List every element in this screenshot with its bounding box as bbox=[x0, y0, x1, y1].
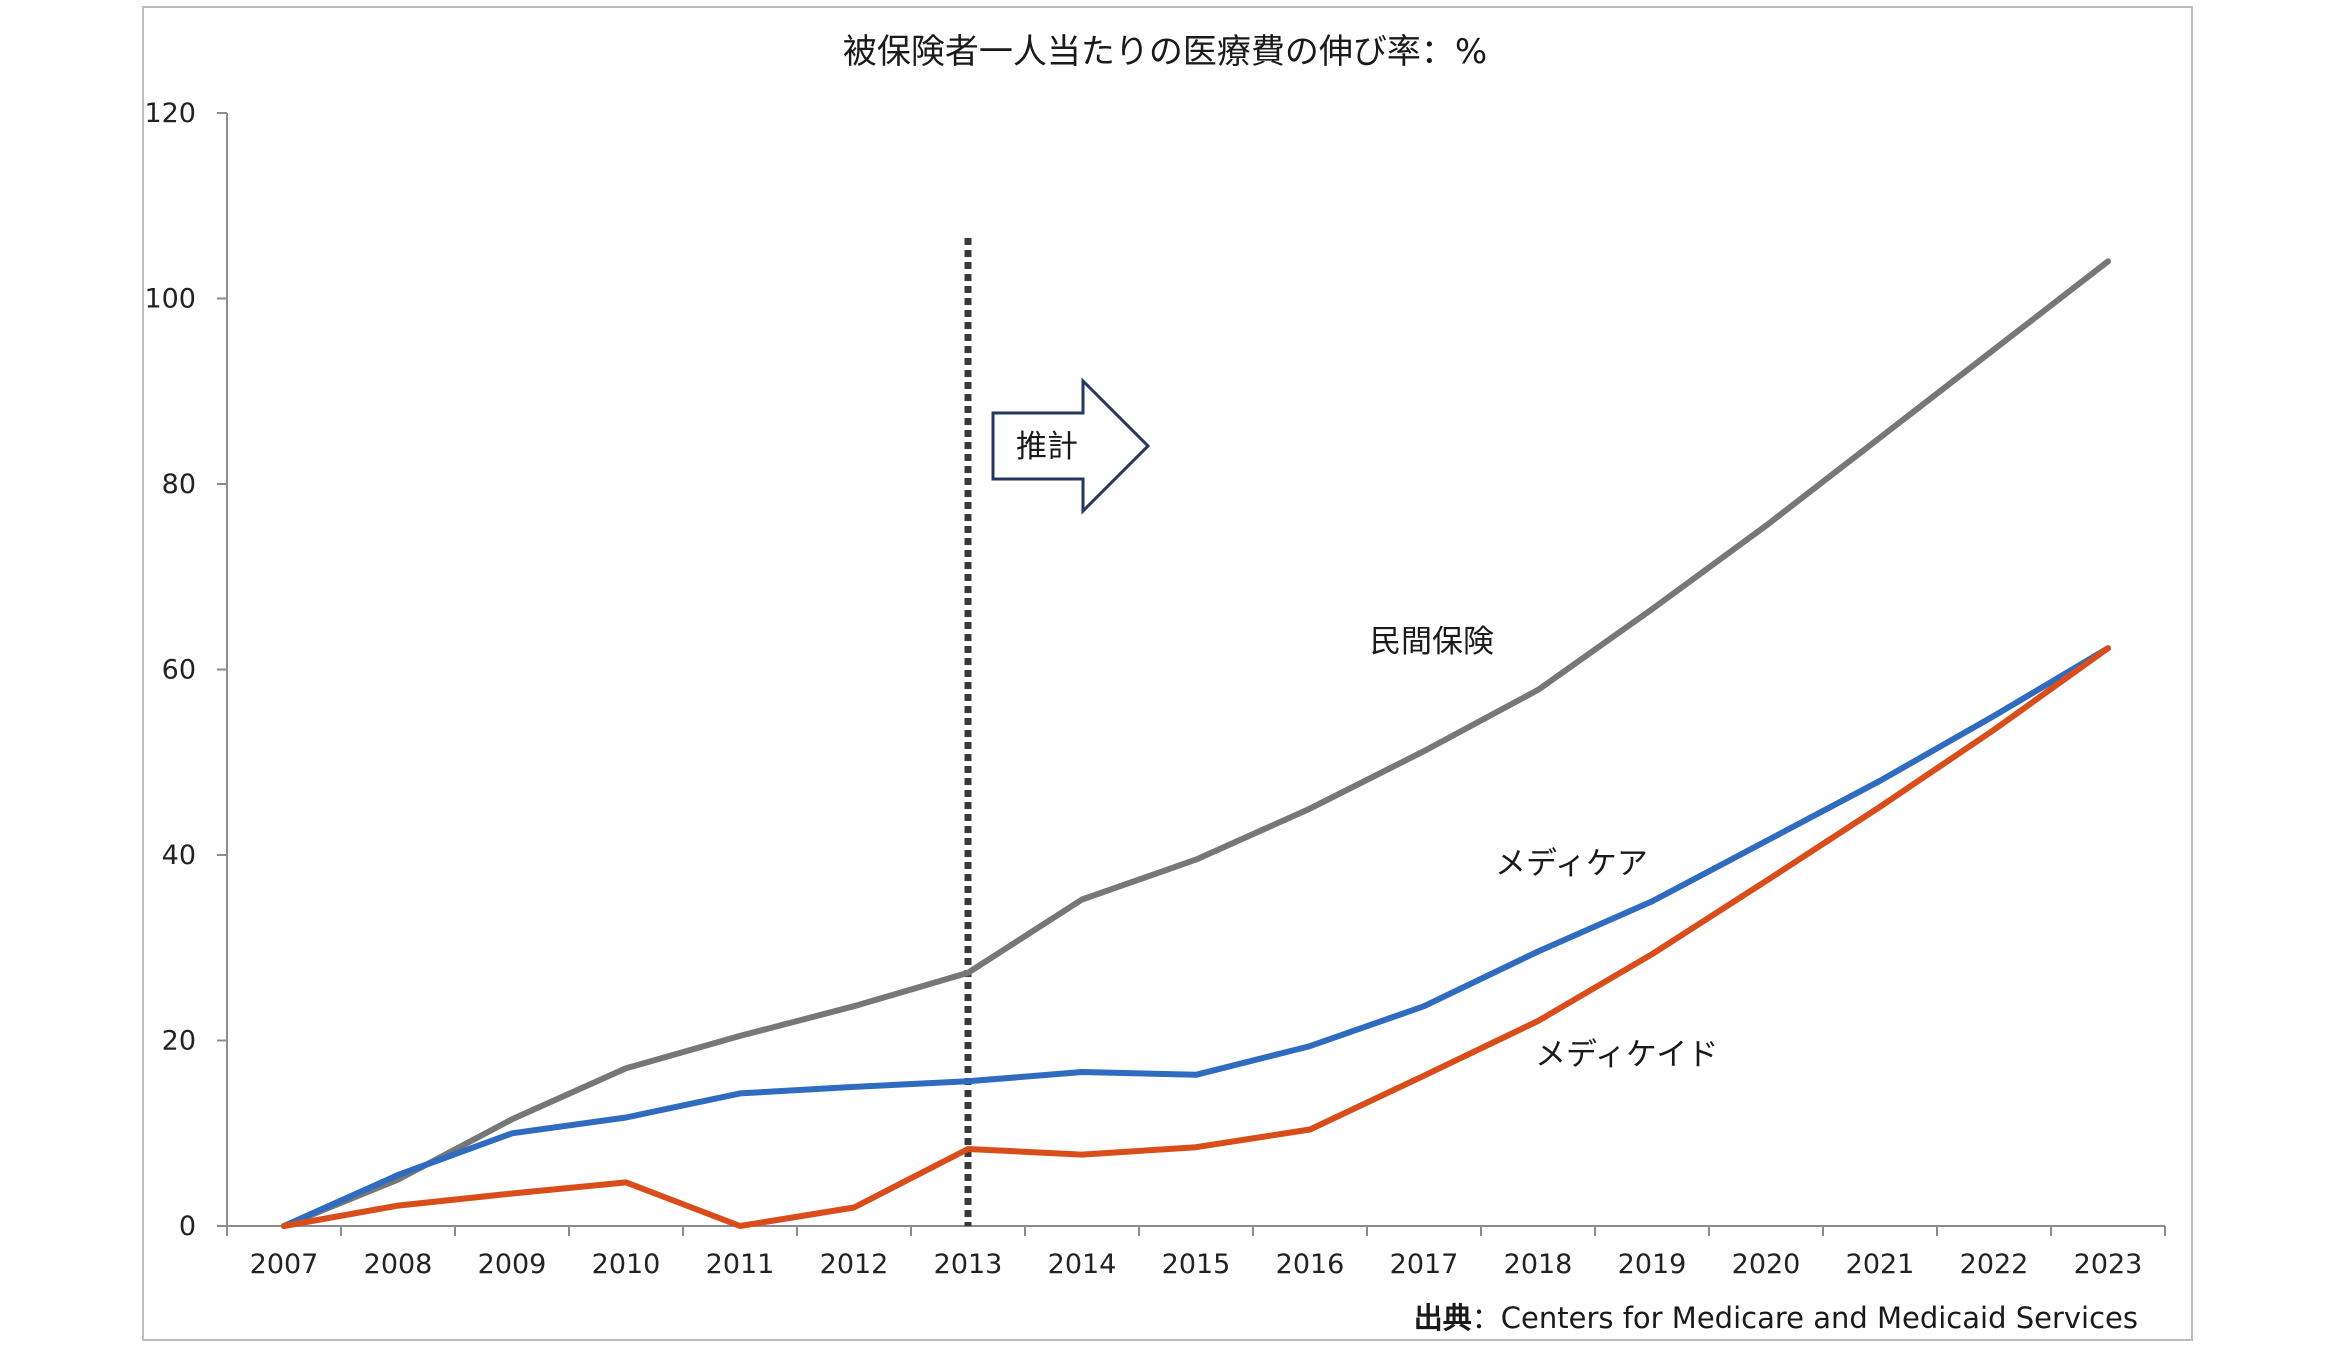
source-separator: ： bbox=[1472, 1301, 1501, 1335]
y-tick-label: 100 bbox=[144, 284, 196, 315]
x-tick-label: 2011 bbox=[706, 1249, 775, 1280]
x-tick-label: 2022 bbox=[1960, 1249, 2029, 1280]
projection-marker: 推計 bbox=[964, 238, 1151, 1226]
tick-labels: 0 20 40 60 80 100 120 2007 2008 2009 2010 2011 2012 2… bbox=[144, 98, 2142, 1280]
x-tick-label: 2008 bbox=[364, 1249, 433, 1280]
x-tick-label: 2018 bbox=[1504, 1249, 1573, 1280]
x-tick-label: 2019 bbox=[1618, 1249, 1687, 1280]
x-tick-label: 2016 bbox=[1276, 1249, 1345, 1280]
x-tick-label: 2021 bbox=[1846, 1249, 1915, 1280]
x-tick-label: 2017 bbox=[1390, 1249, 1459, 1280]
source-note: 出典：Centers for Medicare and Medicaid Ser… bbox=[1414, 1301, 2138, 1335]
source-text: Centers for Medicare and Medicaid Servic… bbox=[1501, 1301, 2138, 1335]
x-tick-label: 2014 bbox=[1048, 1249, 1117, 1280]
x-tick-label: 2020 bbox=[1732, 1249, 1801, 1280]
series-line-medicare bbox=[281, 645, 2111, 1229]
source-prefix: 出典 bbox=[1414, 1301, 1472, 1335]
y-tick-label: 20 bbox=[162, 1026, 196, 1057]
series-label-private: 民間保険 bbox=[1370, 624, 1494, 660]
projection-arrow-icon bbox=[991, 377, 1151, 515]
x-tick-label: 2023 bbox=[2074, 1249, 2143, 1280]
series-line-medicaid bbox=[281, 645, 2111, 1229]
series-label-medicaid: メディケイド bbox=[1535, 1037, 1718, 1073]
x-tick-label: 2012 bbox=[820, 1249, 889, 1280]
chart-frame bbox=[142, 6, 2193, 1341]
y-tick-label: 60 bbox=[162, 655, 196, 686]
x-tick-label: 2010 bbox=[592, 1249, 661, 1280]
series-line-private-insurance bbox=[281, 258, 2111, 1229]
y-tick-label: 120 bbox=[144, 98, 196, 129]
x-tick-label: 2009 bbox=[478, 1249, 547, 1280]
y-tick-label: 80 bbox=[162, 469, 196, 500]
y-tick-label: 0 bbox=[179, 1211, 196, 1242]
projection-label: 推計 bbox=[1016, 429, 1078, 465]
x-tick-label: 2007 bbox=[250, 1249, 319, 1280]
series-lines bbox=[281, 258, 2111, 1229]
chart-title: 被保険者一人当たりの医療費の伸び率：% bbox=[843, 32, 1487, 72]
series-label-medicare: メディケア bbox=[1495, 846, 1648, 882]
x-tick-label: 2013 bbox=[934, 1249, 1003, 1280]
axes bbox=[217, 112, 2166, 1236]
y-tick-label: 40 bbox=[162, 840, 196, 871]
x-tick-label: 2015 bbox=[1162, 1249, 1231, 1280]
